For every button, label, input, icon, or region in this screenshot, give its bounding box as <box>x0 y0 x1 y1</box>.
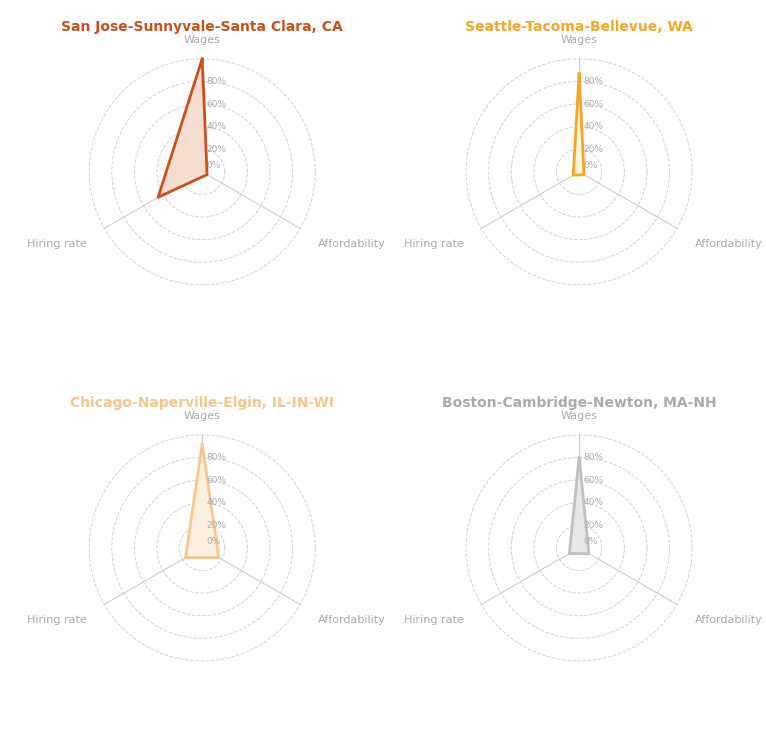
Text: 60%: 60% <box>584 476 604 485</box>
Polygon shape <box>569 458 589 554</box>
Polygon shape <box>158 59 207 197</box>
Text: Affordability: Affordability <box>695 239 762 248</box>
Text: Affordability: Affordability <box>318 239 385 248</box>
Text: 60%: 60% <box>584 99 604 108</box>
Text: 20%: 20% <box>584 521 604 530</box>
Text: 0%: 0% <box>584 536 598 545</box>
Polygon shape <box>185 444 219 557</box>
Text: 20%: 20% <box>207 521 227 530</box>
Text: Wages: Wages <box>561 411 597 421</box>
Text: 40%: 40% <box>584 498 604 507</box>
Text: 80%: 80% <box>584 453 604 462</box>
Text: 80%: 80% <box>207 77 227 86</box>
Text: Chicago-Naperville-Elgin, IL-IN-WI: Chicago-Naperville-Elgin, IL-IN-WI <box>70 396 334 410</box>
Text: Wages: Wages <box>561 35 597 45</box>
Text: 80%: 80% <box>207 453 227 462</box>
Text: Boston-Cambridge-Newton, MA-NH: Boston-Cambridge-Newton, MA-NH <box>442 396 716 410</box>
Text: 80%: 80% <box>584 77 604 86</box>
Text: Seattle-Tacoma-Bellevue, WA: Seattle-Tacoma-Bellevue, WA <box>465 20 693 34</box>
Text: 40%: 40% <box>207 498 227 507</box>
Text: 0%: 0% <box>207 536 221 545</box>
Text: Hiring rate: Hiring rate <box>404 615 463 625</box>
Text: Wages: Wages <box>184 35 221 45</box>
Text: Affordability: Affordability <box>695 615 762 625</box>
Text: 60%: 60% <box>207 476 227 485</box>
Text: Affordability: Affordability <box>318 615 385 625</box>
Text: Wages: Wages <box>184 411 221 421</box>
Text: 20%: 20% <box>207 144 227 154</box>
Text: San Jose-Sunnyvale-Santa Clara, CA: San Jose-Sunnyvale-Santa Clara, CA <box>61 20 343 34</box>
Text: 20%: 20% <box>584 144 604 154</box>
Text: 0%: 0% <box>584 161 598 170</box>
Text: Hiring rate: Hiring rate <box>27 239 87 248</box>
Text: 40%: 40% <box>207 122 227 131</box>
Text: 0%: 0% <box>207 161 221 170</box>
Text: Hiring rate: Hiring rate <box>27 615 87 625</box>
Polygon shape <box>573 73 584 175</box>
Text: Hiring rate: Hiring rate <box>404 239 463 248</box>
Text: 60%: 60% <box>207 99 227 108</box>
Text: 40%: 40% <box>584 122 604 131</box>
